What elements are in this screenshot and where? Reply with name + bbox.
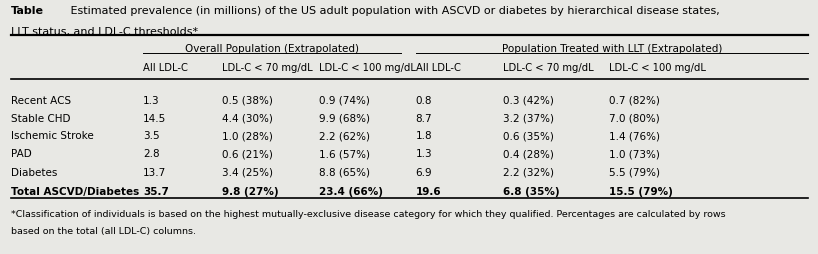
Text: 2.2 (62%): 2.2 (62%): [319, 131, 370, 141]
Text: 9.9 (68%): 9.9 (68%): [319, 114, 370, 123]
Text: LDL-C < 70 mg/dL: LDL-C < 70 mg/dL: [503, 63, 594, 73]
Text: Stable CHD: Stable CHD: [11, 114, 70, 123]
Text: PAD: PAD: [11, 149, 31, 159]
Text: 1.3: 1.3: [416, 149, 432, 159]
Text: 0.6 (21%): 0.6 (21%): [222, 149, 273, 159]
Text: Estimated prevalence (in millions) of the US adult population with ASCVD or diab: Estimated prevalence (in millions) of th…: [60, 6, 720, 16]
Text: 4.4 (30%): 4.4 (30%): [222, 114, 273, 123]
Text: 3.5: 3.5: [143, 131, 160, 141]
Text: 1.6 (57%): 1.6 (57%): [319, 149, 370, 159]
Text: 1.0 (73%): 1.0 (73%): [609, 149, 660, 159]
Text: based on the total (all LDL-C) columns.: based on the total (all LDL-C) columns.: [11, 227, 196, 236]
Text: 0.3 (42%): 0.3 (42%): [503, 96, 554, 106]
Text: 15.5 (79%): 15.5 (79%): [609, 187, 673, 197]
Text: Population Treated with LLT (Extrapolated): Population Treated with LLT (Extrapolate…: [501, 44, 722, 54]
Text: Total ASCVD/Diabetes: Total ASCVD/Diabetes: [11, 187, 139, 197]
Text: LDL-C < 100 mg/dL: LDL-C < 100 mg/dL: [319, 63, 416, 73]
Text: Table: Table: [11, 6, 43, 16]
Text: 2.2 (32%): 2.2 (32%): [503, 168, 554, 178]
Text: Recent ACS: Recent ACS: [11, 96, 71, 106]
Text: 3.2 (37%): 3.2 (37%): [503, 114, 554, 123]
Text: All LDL-C: All LDL-C: [143, 63, 188, 73]
Text: 0.6 (35%): 0.6 (35%): [503, 131, 554, 141]
Text: 19.6: 19.6: [416, 187, 441, 197]
Text: 1.4 (76%): 1.4 (76%): [609, 131, 660, 141]
Text: 6.8 (35%): 6.8 (35%): [503, 187, 560, 197]
Text: 35.7: 35.7: [143, 187, 169, 197]
Text: 5.5 (79%): 5.5 (79%): [609, 168, 660, 178]
Text: 3.4 (25%): 3.4 (25%): [222, 168, 273, 178]
Text: All LDL-C: All LDL-C: [416, 63, 461, 73]
Text: 2.8: 2.8: [143, 149, 160, 159]
Text: 13.7: 13.7: [143, 168, 166, 178]
Text: Diabetes: Diabetes: [11, 168, 57, 178]
Text: 0.5 (38%): 0.5 (38%): [222, 96, 273, 106]
Text: 8.7: 8.7: [416, 114, 432, 123]
Text: LDL-C < 70 mg/dL: LDL-C < 70 mg/dL: [222, 63, 313, 73]
Text: 14.5: 14.5: [143, 114, 166, 123]
Text: Overall Population (Extrapolated): Overall Population (Extrapolated): [185, 44, 359, 54]
Text: 8.8 (65%): 8.8 (65%): [319, 168, 370, 178]
Text: 0.9 (74%): 0.9 (74%): [319, 96, 370, 106]
Text: 9.8 (27%): 9.8 (27%): [222, 187, 279, 197]
Text: 7.0 (80%): 7.0 (80%): [609, 114, 660, 123]
Text: 0.4 (28%): 0.4 (28%): [503, 149, 554, 159]
Text: 23.4 (66%): 23.4 (66%): [319, 187, 383, 197]
Text: 1.0 (28%): 1.0 (28%): [222, 131, 273, 141]
Text: 1.8: 1.8: [416, 131, 432, 141]
Text: LLT status, and LDL-C thresholds*: LLT status, and LDL-C thresholds*: [11, 27, 198, 37]
Text: LDL-C < 100 mg/dL: LDL-C < 100 mg/dL: [609, 63, 706, 73]
Text: *Classification of individuals is based on the highest mutually-exclusive diseas: *Classification of individuals is based …: [11, 210, 726, 218]
Text: Ischemic Stroke: Ischemic Stroke: [11, 131, 93, 141]
Text: 0.8: 0.8: [416, 96, 432, 106]
Text: 0.7 (82%): 0.7 (82%): [609, 96, 660, 106]
Text: 1.3: 1.3: [143, 96, 160, 106]
Text: 6.9: 6.9: [416, 168, 432, 178]
